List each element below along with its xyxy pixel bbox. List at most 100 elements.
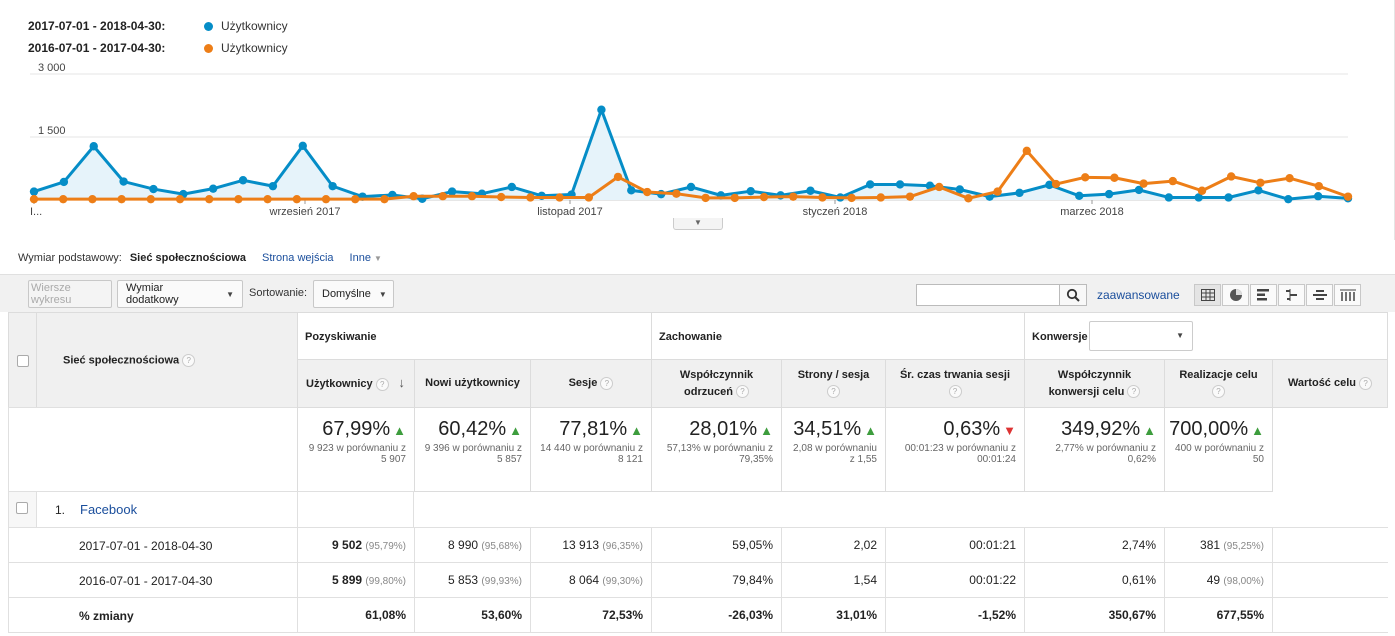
cell-value: 2,02 [853,538,877,552]
column-label: Sesje [568,377,598,389]
view-pivot-button[interactable] [1334,284,1361,306]
plot-rows-button[interactable]: Wiersze wykresu [28,280,112,308]
table-cell-empty [1272,562,1388,598]
secondary-dimension-dropdown[interactable]: Wymiar dodatkowy ▼ [117,280,243,308]
x-tick-label: marzec 2018 [1060,206,1124,218]
view-termcloud-button[interactable] [1306,284,1333,306]
group-acquisition-label: Pozyskiwanie [305,331,377,343]
summary-change: 0,63% [943,418,1001,440]
bar-chart-icon [1256,289,1269,301]
search-icon [1066,288,1080,302]
col-avg-duration[interactable]: Śr. czas trwania sesji ? [885,359,1025,408]
advanced-filter-link[interactable]: zaawansowane [1097,288,1180,302]
view-comparison-button[interactable] [1278,284,1305,306]
summary-cell: 60,42% ▲ 9 396 w porównaniu z 5 857 [414,407,531,492]
data-point [29,187,39,196]
col-users[interactable]: Użytkownicy ? ↓ [297,359,415,408]
column-label: Nowi użytkownicy [425,377,520,389]
collapse-chart-handle[interactable]: ▼ [673,218,723,230]
col-new-users[interactable]: Nowi użytkownicy [414,359,531,408]
data-point [555,193,564,202]
dimension-social-network[interactable]: Sieć społecznościowa [129,252,246,264]
legend-series: Użytkownicy [221,41,288,55]
cell-percent: (96,35%) [602,541,643,552]
caret-down-icon: ▼ [226,289,234,299]
summary-change: 28,01% [689,418,758,440]
table-cell: 5 853 (99,93%) [414,562,531,598]
summary-comparison: 2,77% w porównaniu z 0,62% [1055,443,1156,465]
help-icon[interactable]: ? [1127,385,1141,399]
arrow-up-icon: ▲ [1143,423,1156,438]
col-goal-completions[interactable]: Realizacje celu ? [1164,359,1273,408]
help-icon[interactable]: ? [948,385,962,399]
col-goal-conversion-rate[interactable]: Współczynnik konwersji celu ? [1024,359,1165,408]
caret-down-icon: ▼ [378,289,387,299]
dimension-landing-page[interactable]: Strona wejścia [261,252,334,264]
data-point [263,194,272,204]
dimension-other-dropdown[interactable]: Inne ▼ [350,252,382,264]
cell-value: 350,67% [1108,608,1156,622]
row-link-facebook[interactable]: Facebook [80,502,138,517]
help-icon[interactable]: ? [1212,385,1225,399]
col-goal-value[interactable]: Wartość celu ? [1272,359,1388,408]
data-point [409,192,418,201]
cell-value: 0,61% [1121,573,1156,587]
data-point [876,193,885,202]
help-icon[interactable]: ? [600,376,614,390]
data-point [1051,179,1061,189]
column-label: Śr. czas trwania sesji [899,368,1011,381]
col-bounce-rate[interactable]: Współczynnik odrzuceń ? [651,359,782,408]
row-checkbox[interactable] [16,502,28,514]
view-table-button[interactable] [1194,284,1221,306]
arrow-up-icon: ▲ [393,423,406,438]
help-icon[interactable]: ? [827,385,840,399]
data-point [380,194,389,204]
data-point [438,192,447,201]
data-point [88,194,97,204]
sort-dropdown[interactable]: Domyślne ▼ [313,280,394,308]
data-point [234,194,243,204]
view-performance-button[interactable] [1250,284,1277,306]
data-point [1224,193,1233,202]
col-pages-per-session[interactable]: Strony / sesja ? [781,359,886,408]
col-sessions[interactable]: Sesje ? [530,359,652,408]
cell-value: 2,74% [1121,538,1156,552]
dimension-header-cell: Sieć społecznościowa ? [36,312,298,408]
dimension-header[interactable]: Sieć społecznościowa [63,354,180,367]
goal-select-dropdown[interactable]: ▼ [1089,321,1193,351]
cell-percent: (99,30%) [602,576,643,587]
data-point [89,142,98,151]
help-icon[interactable]: ? [735,385,749,399]
row-gutter [8,527,37,563]
help-icon[interactable]: ? [375,377,389,391]
row-label-cell: 2016-07-01 - 2017-04-30 [36,562,298,598]
search-button[interactable] [1059,284,1087,306]
sort-label: Sortowanie: [249,287,308,299]
table-cell-empty [1272,597,1388,633]
data-point [865,180,875,189]
line-chart[interactable]: 3 000 1 500 I... wrzesień 2017 listopad 2017… [0,60,1395,220]
cell-value: 79,84% [732,573,773,587]
table-search-input[interactable] [916,284,1060,306]
summary-change: 77,81% [559,418,628,440]
select-all-checkbox[interactable] [17,355,29,367]
data-point [268,181,278,191]
data-point [149,184,158,194]
sort-desc-icon[interactable]: ↓ [394,375,405,390]
view-pie-button[interactable] [1222,284,1249,306]
help-icon[interactable]: ? [1359,376,1373,390]
data-point [847,193,856,203]
help-icon[interactable]: ? [182,354,196,367]
data-point [1343,192,1353,201]
data-point [175,194,185,204]
group-acquisition: Pozyskiwanie [297,312,652,360]
cell-percent: (95,79%) [365,541,406,552]
summary-comparison: 00:01:23 w porównaniu z 00:01:24 [904,443,1016,465]
table-cell: 61,08% [297,597,415,633]
plot-rows-label: Wiersze wykresu [31,282,72,306]
data-point [497,192,506,202]
data-point [1022,146,1031,156]
arrow-up-icon: ▲ [509,423,522,438]
x-tick-label: wrzesień 2017 [269,206,341,218]
summary-comparison: 57,13% w porównaniu z 79,35% [666,443,773,465]
